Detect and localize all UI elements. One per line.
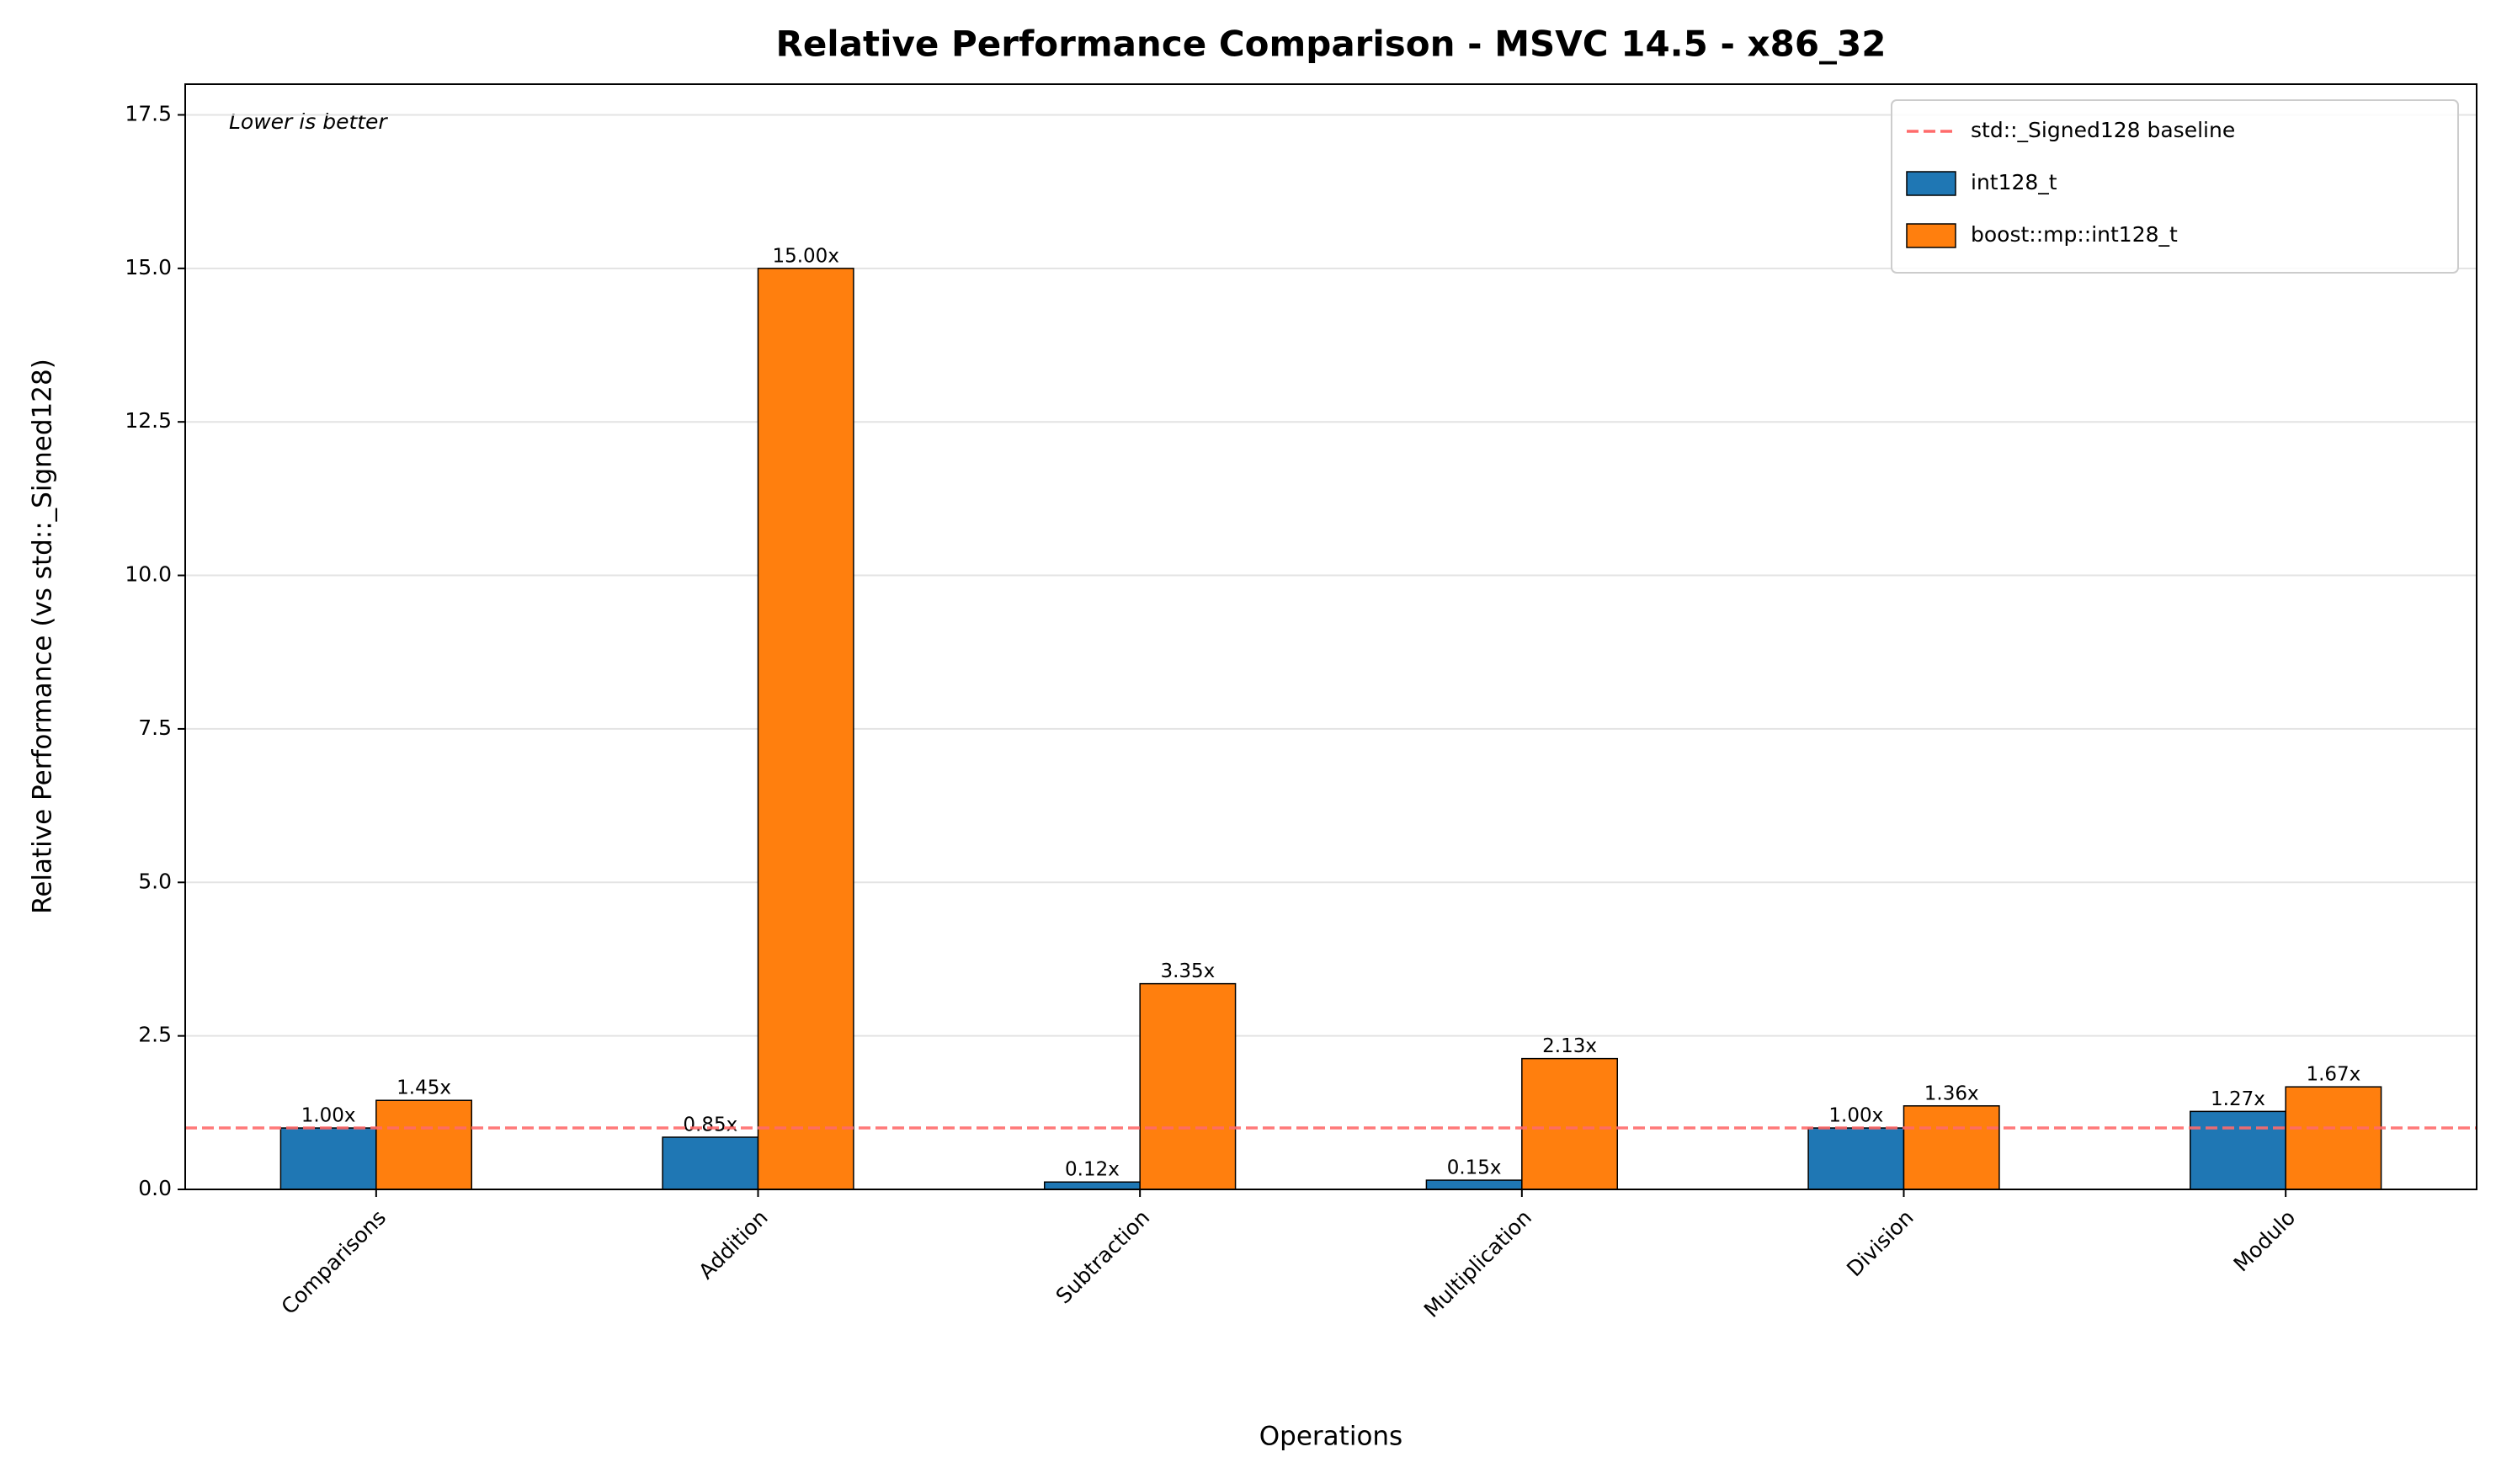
legend-swatch <box>1906 171 1956 196</box>
y-tick-label: 17.5 <box>125 101 172 125</box>
value-label: 1.00x <box>301 1105 356 1127</box>
value-label: 0.15x <box>1447 1157 1502 1179</box>
x-axis-label: Operations <box>1259 1422 1402 1452</box>
value-label: 0.85x <box>683 1114 737 1136</box>
legend-label: std::_Signed128 baseline <box>1971 118 2235 142</box>
bar <box>1903 1105 2000 1190</box>
y-axis-label: Relative Performance (vs std::_Signed128… <box>28 359 58 914</box>
value-label: 1.36x <box>1924 1082 1979 1104</box>
y-tick-label: 0.0 <box>138 1176 172 1200</box>
bar <box>662 1136 759 1190</box>
bar <box>1521 1057 1619 1190</box>
y-tick-label: 15.0 <box>125 255 172 279</box>
legend-box <box>1891 99 2459 274</box>
bar <box>375 1099 473 1190</box>
bar <box>1044 1181 1141 1190</box>
y-tick-label: 2.5 <box>138 1023 172 1047</box>
bar <box>1807 1127 1905 1190</box>
bar <box>757 268 854 1190</box>
bar <box>1139 982 1237 1190</box>
legend-label: int128_t <box>1971 170 2057 194</box>
y-tick-label: 10.0 <box>125 562 172 587</box>
bar <box>2190 1110 2286 1190</box>
bar <box>279 1127 377 1190</box>
annotation: Lower is better <box>229 109 388 134</box>
y-tick-label: 12.5 <box>125 408 172 433</box>
value-label: 1.27x <box>2211 1088 2265 1110</box>
legend-label: boost::mp::int128_t <box>1971 222 2178 247</box>
y-tick-label: 5.0 <box>138 869 172 893</box>
value-label: 1.00x <box>1828 1105 1883 1127</box>
bar <box>1425 1179 1523 1190</box>
legend-swatch <box>1906 223 1956 248</box>
value-label: 1.67x <box>2306 1064 2360 1086</box>
value-label: 0.12x <box>1065 1159 1120 1181</box>
plot-frame <box>184 83 2477 1190</box>
value-label: 3.35x <box>1160 960 1215 982</box>
value-label: 15.00x <box>772 245 838 267</box>
chart-title: Relative Performance Comparison - MSVC 1… <box>775 24 1886 65</box>
value-label: 2.13x <box>1542 1035 1597 1057</box>
value-label: 1.45x <box>396 1077 451 1099</box>
bar <box>2285 1086 2382 1190</box>
y-tick-label: 7.5 <box>138 715 172 740</box>
